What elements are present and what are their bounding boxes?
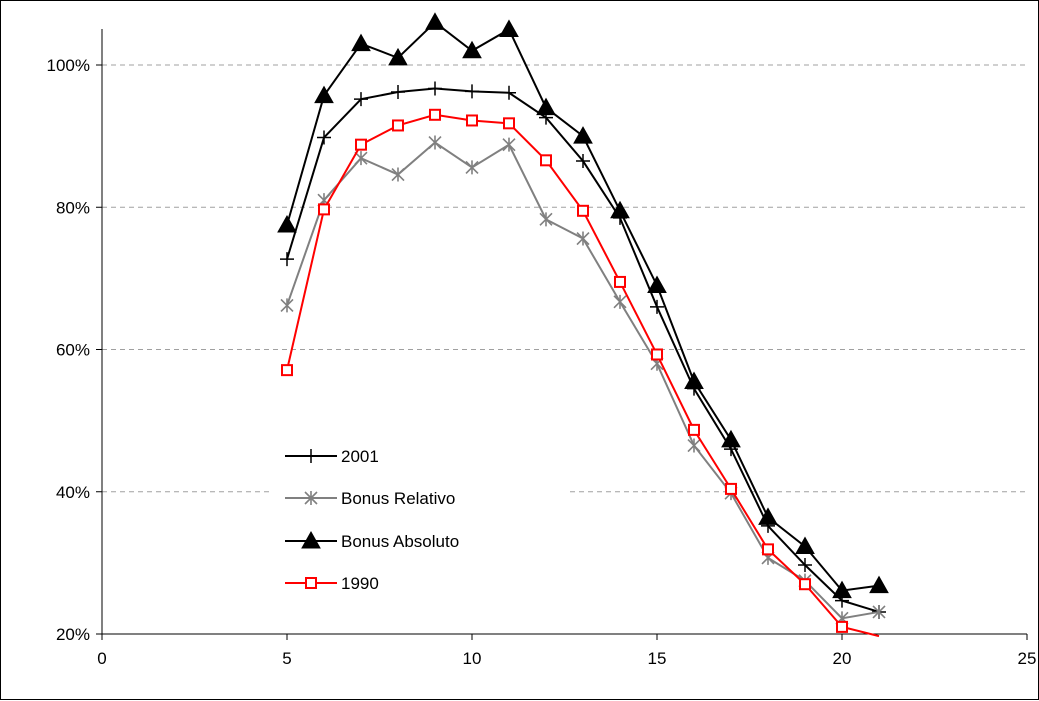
point-plus [317, 130, 331, 145]
point-asterisk [354, 151, 368, 166]
point-asterisk [872, 604, 886, 619]
point-plus [391, 85, 405, 100]
point-asterisk [428, 135, 442, 150]
point-triangle [462, 40, 482, 59]
point-square [688, 423, 700, 436]
gridlines [102, 64, 1027, 493]
point-asterisk [391, 167, 405, 182]
point-square [429, 108, 441, 121]
point-square [651, 348, 663, 361]
point-square [305, 577, 317, 589]
point-triangle [277, 215, 297, 233]
point-plus [465, 84, 479, 99]
point-asterisk [613, 294, 627, 309]
point-triangle [610, 200, 630, 219]
x-tick-label: 5 [282, 649, 291, 668]
x-tick-label: 15 [648, 649, 667, 668]
point-triangle [314, 85, 334, 104]
point-triangle [573, 126, 593, 144]
point-triangle [869, 575, 889, 594]
series-bonus-relativo [280, 135, 886, 626]
point-plus [502, 85, 516, 100]
point-asterisk [576, 231, 590, 246]
point-plus [798, 558, 812, 573]
point-asterisk [687, 438, 701, 453]
point-plus [576, 154, 590, 169]
point-plus [428, 81, 442, 96]
series-1990 [281, 108, 880, 638]
point-asterisk [304, 491, 318, 505]
y-tick-label: 100% [47, 56, 90, 75]
legend-item-bonus-absoluto: Bonus Absoluto [285, 530, 459, 551]
point-triangle [832, 580, 852, 599]
point-plus [354, 92, 368, 107]
point-triangle [536, 97, 556, 116]
legend-label: Bonus Relativo [341, 489, 455, 508]
point-plus [650, 299, 664, 314]
tick-labels: 20% 40% 60% 80% 100% 0 5 10 15 20 25 [47, 56, 1037, 668]
point-square [466, 114, 478, 127]
point-asterisk [465, 160, 479, 175]
x-tick-label: 20 [833, 649, 852, 668]
series-lines [277, 12, 889, 638]
point-triangle [684, 371, 704, 390]
point-triangle [425, 12, 445, 30]
point-square [614, 275, 626, 288]
point-square [799, 578, 811, 591]
point-plus [304, 449, 318, 463]
point-asterisk [502, 137, 516, 152]
point-square [540, 154, 552, 167]
y-tick-label: 80% [56, 198, 90, 217]
point-triangle [301, 530, 321, 549]
point-square [762, 543, 774, 556]
x-tick-label: 0 [97, 649, 106, 668]
point-plus [280, 252, 294, 267]
point-square [318, 203, 330, 216]
point-asterisk [280, 298, 294, 313]
point-square [392, 119, 404, 132]
point-triangle [795, 536, 815, 555]
legend-item-1990: 1990 [285, 574, 379, 593]
legend-item-bonus-relativo: Bonus Relativo [285, 489, 455, 508]
point-square [281, 364, 293, 377]
legend-label: 2001 [341, 447, 379, 466]
x-tick-label: 10 [463, 649, 482, 668]
point-asterisk [539, 212, 553, 227]
point-square [577, 204, 589, 217]
point-triangle [388, 47, 408, 66]
y-tick-label: 60% [56, 341, 90, 360]
point-triangle [758, 507, 778, 525]
point-triangle [721, 429, 741, 448]
legend-item-2001: 2001 [285, 447, 379, 466]
point-triangle [499, 19, 519, 37]
point-square [836, 620, 848, 633]
x-tick-label: 25 [1018, 649, 1037, 668]
legend-label: 1990 [341, 574, 379, 593]
point-triangle [647, 275, 667, 293]
y-tick-label: 20% [56, 625, 90, 644]
point-square [355, 138, 367, 151]
series-bonus-absoluto [277, 12, 889, 599]
point-square [503, 117, 515, 130]
legend-label: Bonus Absoluto [341, 532, 459, 551]
legend: 2001 Bonus Relativo Bonus Absoluto 1990 [271, 435, 566, 613]
point-triangle [351, 33, 371, 52]
y-tick-label: 40% [56, 483, 90, 502]
point-square [725, 482, 737, 495]
